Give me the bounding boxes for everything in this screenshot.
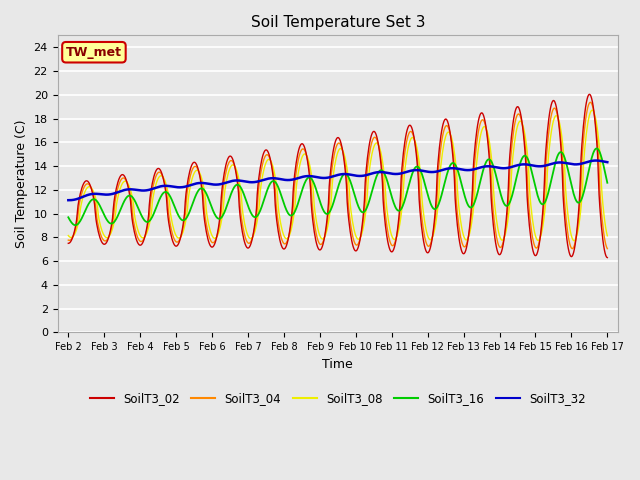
Legend: SoilT3_02, SoilT3_04, SoilT3_08, SoilT3_16, SoilT3_32: SoilT3_02, SoilT3_04, SoilT3_08, SoilT3_…	[85, 387, 590, 410]
Title: Soil Temperature Set 3: Soil Temperature Set 3	[251, 15, 425, 30]
X-axis label: Time: Time	[323, 358, 353, 371]
Y-axis label: Soil Temperature (C): Soil Temperature (C)	[15, 120, 28, 248]
Text: TW_met: TW_met	[66, 46, 122, 59]
